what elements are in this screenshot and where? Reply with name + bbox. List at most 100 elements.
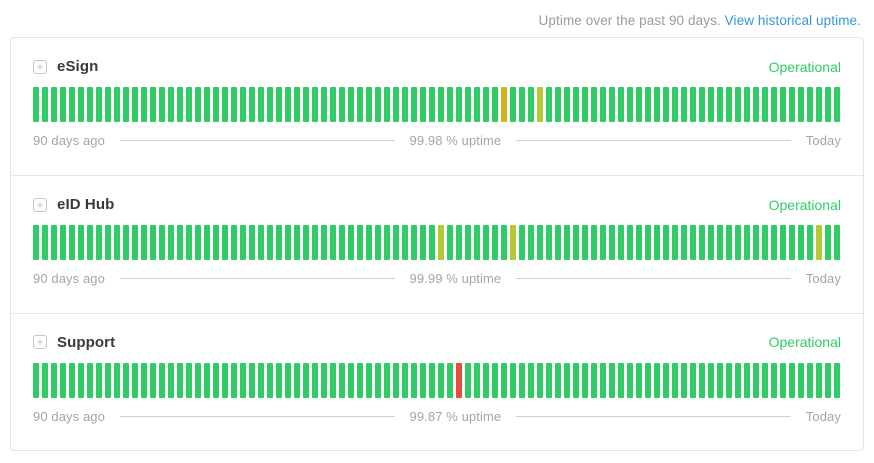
uptime-day-bar[interactable] [771, 362, 777, 398]
uptime-day-bar[interactable] [33, 362, 39, 398]
uptime-day-bar[interactable] [510, 225, 516, 261]
uptime-day-bar[interactable] [456, 87, 462, 122]
uptime-day-bar[interactable] [573, 225, 579, 261]
uptime-day-bar[interactable] [456, 225, 462, 261]
uptime-day-bar[interactable] [357, 362, 363, 398]
uptime-day-bar[interactable] [420, 87, 426, 122]
uptime-day-bar[interactable] [708, 362, 714, 398]
uptime-day-bar[interactable] [537, 87, 543, 122]
uptime-day-bar[interactable] [213, 87, 219, 122]
uptime-day-bar[interactable] [744, 225, 750, 261]
uptime-day-bar[interactable] [600, 225, 606, 261]
uptime-day-bar[interactable] [816, 362, 822, 398]
uptime-day-bar[interactable] [771, 225, 777, 261]
uptime-day-bar[interactable] [636, 87, 642, 122]
uptime-day-bar[interactable] [150, 362, 156, 398]
uptime-day-bar[interactable] [708, 87, 714, 122]
uptime-day-bar[interactable] [465, 225, 471, 261]
uptime-day-bar[interactable] [420, 362, 426, 398]
uptime-day-bar[interactable] [816, 225, 822, 261]
uptime-day-bar[interactable] [753, 225, 759, 261]
uptime-day-bar[interactable] [429, 362, 435, 398]
uptime-day-bar[interactable] [663, 87, 669, 122]
uptime-day-bar[interactable] [132, 87, 138, 122]
uptime-day-bar[interactable] [42, 362, 48, 398]
uptime-day-bar[interactable] [438, 362, 444, 398]
uptime-day-bar[interactable] [735, 225, 741, 261]
uptime-day-bar[interactable] [204, 225, 210, 261]
uptime-day-bar[interactable] [564, 87, 570, 122]
uptime-day-bar[interactable] [717, 362, 723, 398]
uptime-day-bar[interactable] [465, 87, 471, 122]
uptime-day-bar[interactable] [717, 87, 723, 122]
uptime-day-bar[interactable] [330, 362, 336, 398]
uptime-day-bar[interactable] [87, 225, 93, 261]
uptime-day-bar[interactable] [303, 87, 309, 122]
uptime-day-bar[interactable] [42, 87, 48, 122]
uptime-day-bar[interactable] [168, 362, 174, 398]
uptime-day-bar[interactable] [429, 225, 435, 261]
uptime-day-bar[interactable] [105, 87, 111, 122]
uptime-day-bar[interactable] [519, 362, 525, 398]
uptime-day-bar[interactable] [240, 225, 246, 261]
uptime-day-bar[interactable] [492, 87, 498, 122]
uptime-day-bar[interactable] [807, 87, 813, 122]
uptime-day-bar[interactable] [771, 87, 777, 122]
uptime-day-bar[interactable] [249, 362, 255, 398]
uptime-day-bar[interactable] [717, 225, 723, 261]
uptime-day-bar[interactable] [285, 362, 291, 398]
uptime-day-bar[interactable] [654, 87, 660, 122]
uptime-day-bar[interactable] [105, 362, 111, 398]
uptime-day-bar[interactable] [654, 225, 660, 261]
uptime-day-bar[interactable] [663, 362, 669, 398]
uptime-day-bar[interactable] [600, 87, 606, 122]
uptime-day-bar[interactable] [249, 87, 255, 122]
uptime-day-bar[interactable] [798, 225, 804, 261]
uptime-day-bar[interactable] [375, 362, 381, 398]
uptime-day-bar[interactable] [582, 87, 588, 122]
uptime-day-bar[interactable] [258, 87, 264, 122]
uptime-day-bar[interactable] [492, 362, 498, 398]
uptime-day-bar[interactable] [735, 362, 741, 398]
uptime-day-bar[interactable] [33, 225, 39, 261]
uptime-day-bar[interactable] [501, 225, 507, 261]
uptime-day-bar[interactable] [321, 362, 327, 398]
uptime-day-bar[interactable] [447, 362, 453, 398]
uptime-day-bar[interactable] [96, 225, 102, 261]
uptime-day-bar[interactable] [447, 87, 453, 122]
uptime-day-bar[interactable] [537, 362, 543, 398]
uptime-day-bar[interactable] [618, 87, 624, 122]
uptime-day-bar[interactable] [321, 87, 327, 122]
uptime-day-bar[interactable] [519, 87, 525, 122]
uptime-day-bar[interactable] [114, 362, 120, 398]
uptime-day-bar[interactable] [753, 362, 759, 398]
uptime-day-bar[interactable] [348, 362, 354, 398]
uptime-day-bar[interactable] [141, 225, 147, 261]
uptime-day-bar[interactable] [546, 87, 552, 122]
uptime-day-bar[interactable] [366, 225, 372, 261]
uptime-day-bar[interactable] [681, 225, 687, 261]
uptime-day-bar[interactable] [339, 87, 345, 122]
uptime-day-bar[interactable] [402, 87, 408, 122]
uptime-day-bar[interactable] [339, 362, 345, 398]
uptime-day-bar[interactable] [528, 362, 534, 398]
uptime-day-bar[interactable] [51, 87, 57, 122]
uptime-day-bar[interactable] [825, 87, 831, 122]
uptime-day-bar[interactable] [267, 225, 273, 261]
uptime-day-bar[interactable] [240, 87, 246, 122]
uptime-day-bar[interactable] [78, 87, 84, 122]
uptime-day-bar[interactable] [789, 87, 795, 122]
uptime-day-bar[interactable] [645, 362, 651, 398]
uptime-day-bar[interactable] [555, 362, 561, 398]
uptime-day-bar[interactable] [546, 362, 552, 398]
uptime-day-bar[interactable] [330, 225, 336, 261]
uptime-day-bar[interactable] [393, 87, 399, 122]
uptime-day-bar[interactable] [186, 362, 192, 398]
uptime-day-bar[interactable] [807, 362, 813, 398]
uptime-day-bar[interactable] [825, 225, 831, 261]
expand-icon[interactable] [33, 59, 47, 74]
view-historical-uptime-link[interactable]: View historical uptime. [724, 13, 861, 28]
uptime-day-bar[interactable] [222, 225, 228, 261]
uptime-day-bar[interactable] [483, 87, 489, 122]
expand-icon[interactable] [33, 197, 47, 212]
